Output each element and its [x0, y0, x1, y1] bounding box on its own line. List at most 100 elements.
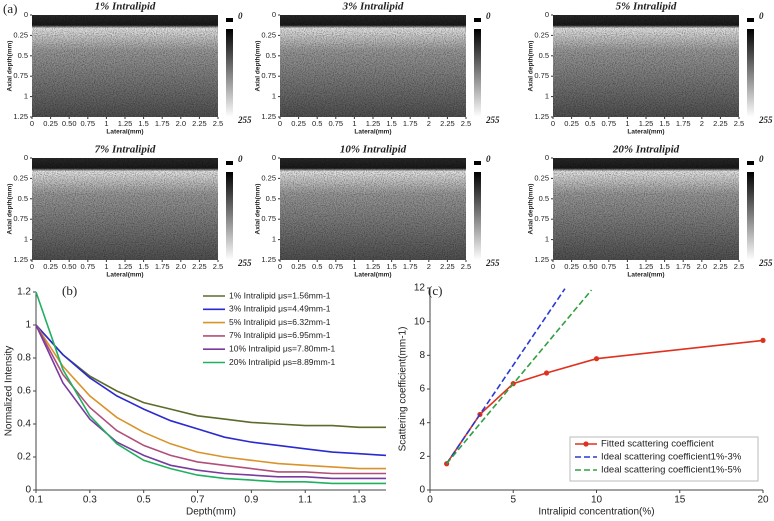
x-tick-label: 0.7	[191, 495, 205, 506]
colorbar-label: 0	[486, 11, 491, 21]
x-axis-label: Lateral(mm)	[354, 272, 391, 279]
x-tick-label: 0.3	[83, 495, 97, 506]
x-tick-label: 2	[700, 119, 704, 128]
x-tick-label: 2.25	[440, 119, 455, 128]
x-tick-label: 2	[427, 119, 431, 128]
y-tick-label: 1	[272, 235, 276, 244]
y-tick-label: 0.75	[534, 71, 549, 80]
x-tick-label: 1.75	[155, 262, 170, 271]
y-tick-label: 0.5	[266, 51, 276, 60]
speckle	[32, 15, 218, 117]
x-tick-label: 2	[427, 262, 431, 271]
y-tick-label: 1.25	[261, 112, 276, 121]
y-tick-label: 0.25	[13, 173, 28, 182]
x-tick-label: 0	[427, 495, 433, 506]
y-axis-label: Axial depth(mm)	[7, 184, 14, 235]
y-tick-label: 0	[24, 153, 28, 162]
x-tick-label: 0.5	[137, 495, 151, 506]
x-tick-label: 0.5	[312, 119, 322, 128]
x-tick-label: 2.5	[213, 262, 223, 271]
y-tick-label: 1.25	[534, 255, 549, 264]
x-tick-label: 2.5	[461, 119, 471, 128]
x-tick-label: 1.5	[659, 119, 669, 128]
colorbar-label: 0	[238, 11, 243, 21]
x-tick-label: 1.75	[403, 119, 418, 128]
x-tick-label: 1	[625, 262, 629, 271]
colorbar-label: 255	[485, 115, 500, 125]
y-axis-label: Axial depth(mm)	[255, 184, 262, 235]
x-tick-label: 1.25	[118, 262, 133, 271]
y-tick-label: 1.25	[261, 255, 276, 264]
y-tick-label: 0.25	[13, 30, 28, 39]
speckle	[280, 158, 466, 260]
y-tick-label: 0.25	[261, 30, 276, 39]
legend-label: Ideal scattering coefficient1%-3%	[601, 452, 742, 463]
colorbar	[474, 29, 481, 117]
y-tick-label: 12	[414, 283, 426, 294]
legend-label: Fitted scattering coefficient	[601, 439, 714, 450]
x-tick-label: 0	[551, 262, 555, 271]
speckle	[553, 158, 739, 260]
legend-label: Ideal scattering coefficient1%-5%	[601, 465, 742, 476]
y-tick-label: 0.25	[534, 173, 549, 182]
y-axis-label: Normalized Intensity	[4, 346, 15, 437]
x-tick-label: 1.5	[386, 119, 396, 128]
x-tick-label: 1	[104, 262, 108, 271]
y-tick-label: 0	[24, 10, 28, 19]
x-axis-label: Lateral(mm)	[106, 129, 143, 136]
x-tick-label: 0.5	[585, 119, 595, 128]
y-tick-label: 0.25	[261, 173, 276, 182]
x-tick-label: 0.75	[601, 262, 616, 271]
series-line	[35, 324, 386, 475]
colorbar-cap	[474, 18, 481, 22]
x-tick-label: 10	[591, 495, 603, 506]
x-tick-label: 0.25	[43, 119, 58, 128]
x-tick-label: 0.5	[312, 262, 322, 271]
legend-label: 10% Intralipid μs=7.80mm-1	[229, 343, 336, 353]
x-tick-label: 1.3	[352, 495, 366, 506]
panel-title: 7% Intralipid	[95, 144, 156, 156]
x-tick-label: 1.25	[366, 119, 381, 128]
x-tick-label: 1.5	[138, 262, 148, 271]
y-tick-label: 1.25	[534, 112, 549, 121]
legend-label: 5% Intralipid μs=6.32mm-1	[229, 317, 331, 327]
colorbar-cap	[747, 161, 754, 165]
y-tick-label: 0	[419, 485, 425, 496]
x-tick-label: 0.50	[583, 262, 598, 271]
series-line	[35, 324, 386, 470]
x-tick-label: 2.25	[713, 262, 728, 271]
x-tick-label: 0.25	[43, 262, 58, 271]
series-line	[35, 324, 386, 480]
y-tick-label: 0	[545, 153, 549, 162]
panel-label: (b)	[62, 283, 77, 298]
x-tick-label: 0.75	[80, 262, 95, 271]
colorbar-label: 255	[758, 258, 773, 268]
x-tick-label: 0	[30, 262, 34, 271]
x-tick-label: 2.25	[440, 262, 455, 271]
y-tick-label: 0.5	[18, 194, 28, 203]
y-tick-label: 1	[24, 235, 28, 244]
x-tick-label: 1	[625, 119, 629, 128]
x-axis-label: Lateral(mm)	[354, 129, 391, 136]
y-tick-label: 0.5	[266, 194, 276, 203]
speckle	[553, 15, 739, 117]
y-tick-label: 6	[419, 384, 425, 395]
y-axis-label: Axial depth(mm)	[528, 41, 535, 92]
x-tick-label: 0.25	[291, 262, 306, 271]
colorbar-label: 0	[759, 154, 764, 164]
panel-title: 5% Intralipid	[616, 1, 677, 13]
x-tick-label: 1.75	[676, 262, 691, 271]
y-tick-label: 0.75	[261, 214, 276, 223]
y-tick-label: 10	[414, 316, 426, 327]
x-tick-label: 0	[278, 119, 282, 128]
x-tick-label: 1.25	[639, 119, 654, 128]
x-tick-label: 0.25	[291, 119, 306, 128]
y-axis-label: Scattering coefficient(mm-1)	[398, 327, 409, 452]
legend-marker	[583, 441, 589, 447]
y-tick-label: 1	[545, 92, 549, 101]
y-tick-label: 0.4	[17, 419, 31, 430]
colorbar-cap	[226, 18, 233, 22]
y-tick-label: 1.25	[13, 255, 28, 264]
y-tick-label: 0	[545, 10, 549, 19]
